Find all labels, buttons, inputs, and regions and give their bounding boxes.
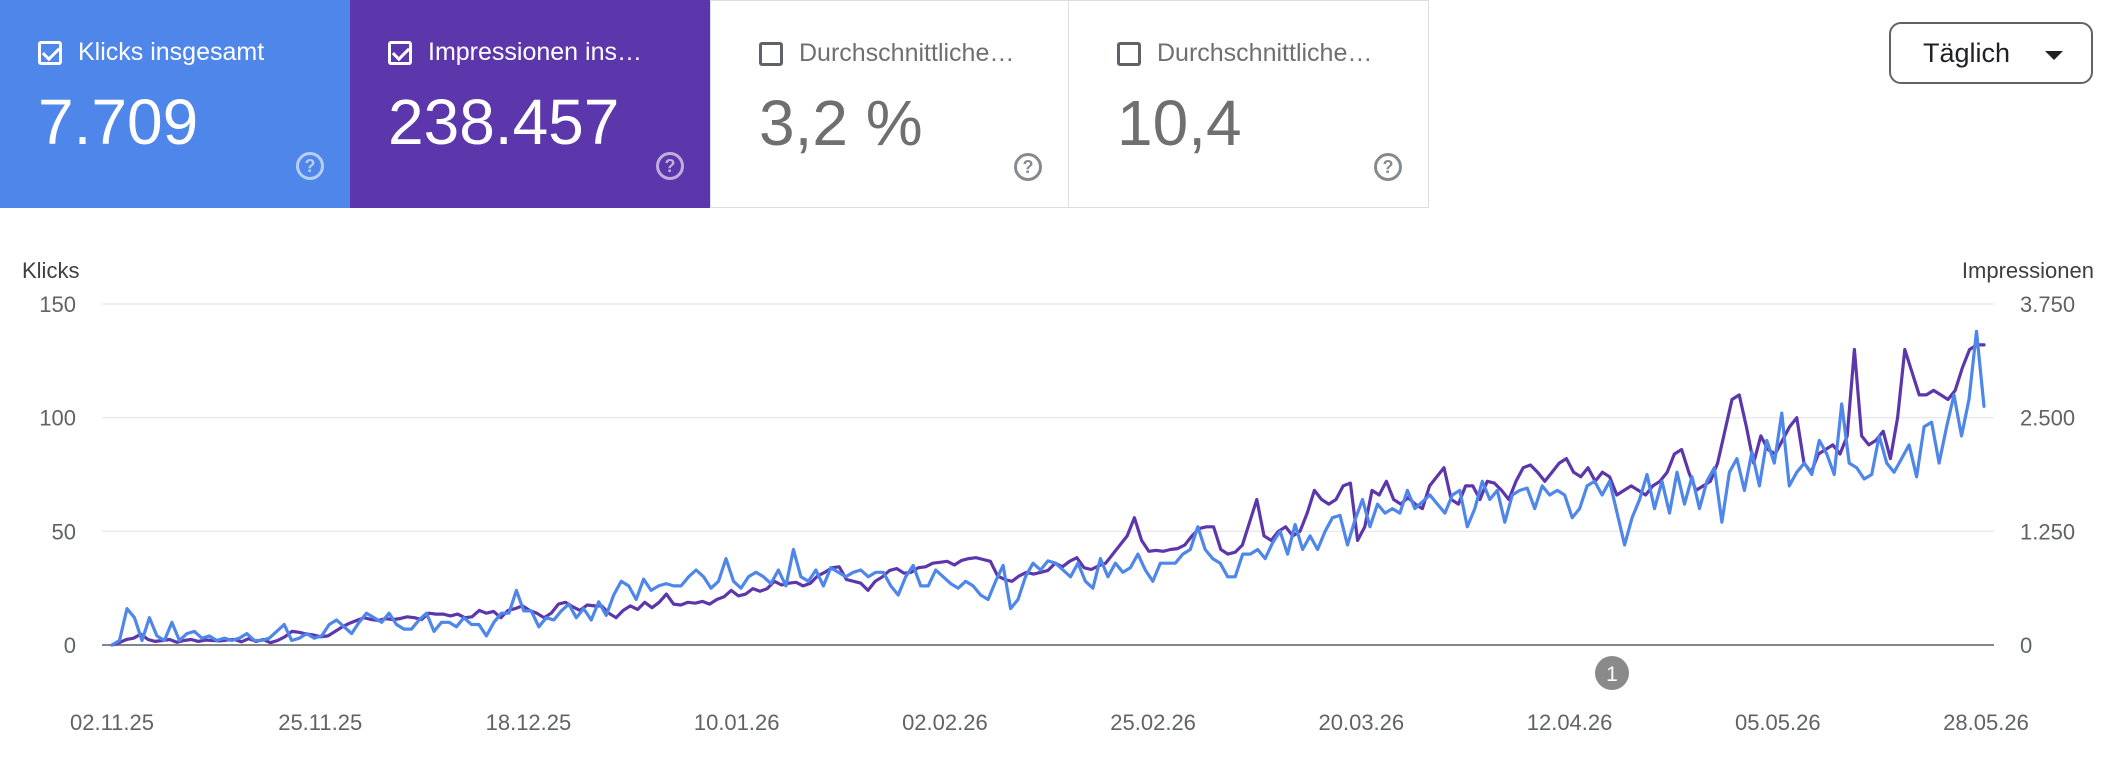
impressions-label: Impressionen ins…: [428, 38, 642, 66]
clicks-tile-header: Klicks insgesamt: [38, 38, 264, 67]
ctr-label: Durchschnittliche…: [799, 39, 1015, 67]
left-tick-label: 100: [39, 406, 76, 431]
gridlines: [102, 303, 1994, 646]
ctr-checkbox[interactable]: [759, 41, 783, 66]
right-tick-label: 0: [2020, 633, 2032, 658]
position-value: 10,4: [1117, 87, 1242, 159]
ctr-value: 3,2 %: [759, 87, 923, 159]
impressions-value: 238.457: [388, 86, 620, 158]
help-icon[interactable]: ?: [656, 152, 684, 180]
performance-chart: Klicks Impressionen 150 100 50 0 3.750 2.500…: [22, 258, 2094, 735]
granularity-dropdown[interactable]: Täglich: [1889, 22, 2093, 84]
left-tick-label: 50: [52, 519, 76, 544]
chevron-down-icon: [2045, 51, 2063, 60]
impressions-checkbox[interactable]: [388, 40, 412, 65]
x-tick-label: 20.03.26: [1319, 710, 1405, 735]
left-tick-label: 150: [39, 292, 76, 317]
x-tick-label: 25.11.25: [278, 710, 362, 735]
impressions-tile-header: Impressionen ins…: [388, 38, 642, 67]
x-tick-label: 05.05.26: [1735, 710, 1821, 735]
left-tick-label: 0: [64, 633, 76, 658]
impressions-metric-tile[interactable]: Impressionen ins… 238.457 ?: [350, 0, 710, 208]
ctr-tile-header: Durchschnittliche…: [759, 39, 1014, 68]
clicks-value: 7.709: [38, 86, 199, 158]
annotation-marker[interactable]: 1: [1595, 656, 1629, 690]
series-lines: [110, 329, 1986, 647]
annotation-circle[interactable]: [1595, 656, 1629, 690]
x-axis-ticks: 02.11.25 25.11.25 18.12.25 10.01.26 02.02.26…: [70, 710, 2029, 735]
right-axis-title: Impressionen: [1962, 258, 2094, 283]
right-tick-label: 3.750: [2020, 292, 2075, 317]
ctr-metric-tile[interactable]: Durchschnittliche… 3,2 % ?: [710, 0, 1069, 208]
right-axis-ticks: 3.750 2.500 1.250 0: [2020, 292, 2075, 658]
granularity-selected: Täglich: [1923, 37, 2011, 68]
x-tick-label: 28.05.26: [1943, 710, 2029, 735]
help-icon[interactable]: ?: [296, 152, 324, 180]
clicks-series-line: [110, 329, 1986, 647]
clicks-checkbox[interactable]: [38, 40, 62, 65]
right-tick-label: 2.500: [2020, 406, 2075, 431]
position-checkbox[interactable]: [1117, 41, 1141, 66]
x-tick-label: 02.11.25: [70, 710, 154, 735]
position-tile-header: Durchschnittliche…: [1117, 39, 1372, 68]
x-tick-label: 18.12.25: [486, 710, 572, 735]
position-metric-tile[interactable]: Durchschnittliche… 10,4 ?: [1069, 0, 1429, 208]
right-tick-label: 1.250: [2020, 519, 2075, 544]
clicks-label: Klicks insgesamt: [78, 38, 265, 66]
x-tick-label: 10.01.26: [694, 710, 780, 735]
x-tick-label: 12.04.26: [1527, 710, 1613, 735]
help-icon[interactable]: ?: [1374, 153, 1402, 181]
x-tick-label: 25.02.26: [1110, 710, 1196, 735]
position-label: Durchschnittliche…: [1157, 39, 1373, 67]
clicks-metric-tile[interactable]: Klicks insgesamt 7.709 ?: [0, 0, 350, 208]
left-axis-ticks: 150 100 50 0: [39, 292, 76, 658]
help-icon[interactable]: ?: [1014, 153, 1042, 181]
annotation-label: 1: [1606, 663, 1618, 686]
left-axis-title: Klicks: [22, 258, 79, 283]
x-tick-label: 02.02.26: [902, 710, 988, 735]
